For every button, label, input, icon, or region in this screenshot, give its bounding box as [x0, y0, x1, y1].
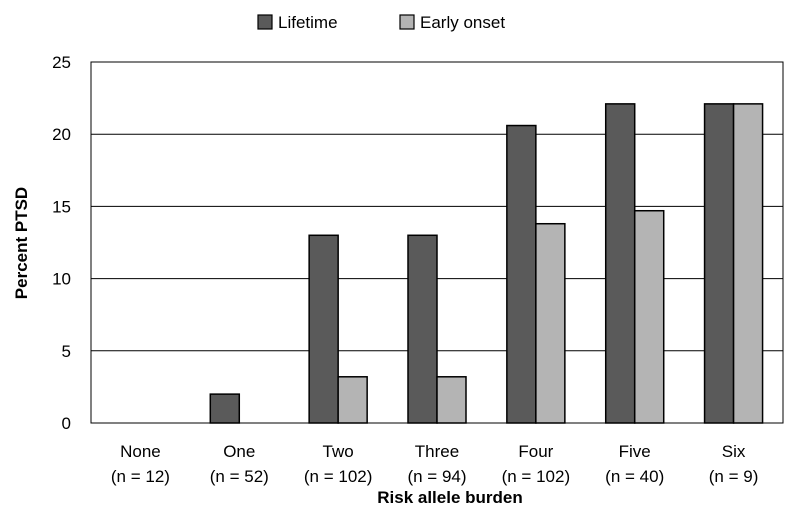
x-tick-label: Five — [619, 442, 651, 461]
legend-label: Lifetime — [278, 13, 338, 32]
y-axis-title: Percent PTSD — [12, 187, 31, 299]
x-tick-sublabel: (n = 9) — [709, 467, 759, 486]
bar-early-onset-six — [732, 103, 764, 424]
y-tick-label: 10 — [52, 270, 71, 289]
bar-lifetime-four — [506, 124, 537, 424]
bar-lifetime-five — [604, 103, 636, 424]
x-tick-label: Six — [722, 442, 746, 461]
x-tick-sublabel: (n = 12) — [111, 467, 170, 486]
y-tick-label: 25 — [52, 53, 71, 72]
x-tick-label: One — [223, 442, 255, 461]
legend-swatch — [257, 14, 273, 30]
x-tick-label: Three — [415, 442, 459, 461]
bar-early-onset-three — [436, 376, 467, 424]
x-tick-sublabel: (n = 102) — [502, 467, 571, 486]
y-tick-label: 0 — [62, 414, 71, 433]
bar-lifetime-three — [407, 234, 438, 424]
bar-early-onset-five — [633, 209, 665, 424]
bar-early-onset-two — [337, 376, 368, 424]
bar-lifetime-six — [703, 103, 735, 424]
bar-lifetime-one — [209, 393, 241, 424]
x-tick-sublabel: (n = 40) — [605, 467, 664, 486]
bar-early-onset-four — [535, 222, 566, 424]
y-tick-label: 20 — [52, 125, 71, 144]
legend: Lifetime Early onset — [257, 13, 505, 32]
y-tick-label: 15 — [52, 197, 71, 216]
x-tick-label: Two — [323, 442, 354, 461]
x-axis-ticks: None (n = 12) One (n = 52) Two (n = 102) Three… — [111, 442, 758, 486]
y-tick-label: 5 — [62, 342, 71, 361]
x-tick-label: None — [120, 442, 161, 461]
x-tick-sublabel: (n = 52) — [210, 467, 269, 486]
legend-label: Early onset — [420, 13, 505, 32]
x-tick-sublabel: (n = 102) — [304, 467, 373, 486]
y-axis-ticks: 0 5 10 15 20 25 — [52, 53, 71, 433]
bar-lifetime-two — [308, 234, 339, 424]
x-tick-label: Four — [518, 442, 553, 461]
x-tick-sublabel: (n = 94) — [407, 467, 466, 486]
x-axis-title: Risk allele burden — [377, 488, 523, 507]
legend-swatch — [399, 14, 415, 30]
bars — [209, 103, 764, 424]
